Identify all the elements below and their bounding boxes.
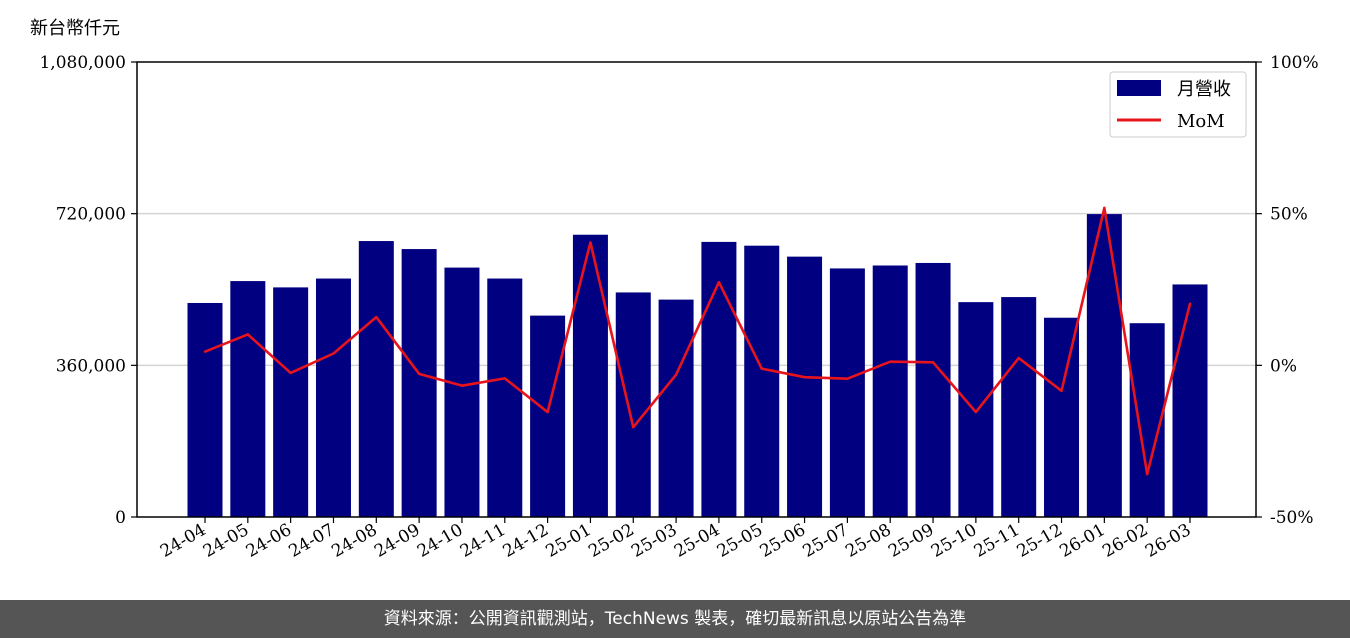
mom-point [460,384,464,387]
mom-point [674,373,678,376]
mom-point [589,241,592,244]
revenue-bar [187,302,223,517]
x-tick-label: 25-07 [799,520,851,562]
mom-point [1145,473,1149,476]
mom-point [931,361,935,364]
revenue-bar [315,278,351,517]
revenue-bars [187,214,1208,518]
x-tick-label: 24-07 [286,520,338,562]
y-left-tick-label: 0 [115,508,126,528]
mom-line [204,206,1192,476]
revenue-chart: 0 360,000 720,000 1,080,000 -50% 0% 50% 100% 24-… [39,53,1319,562]
x-tick-label: 24-08 [328,520,380,562]
x-tick-label: 26-01 [1056,520,1108,562]
x-tick-label: 25-05 [714,520,766,562]
x-tick-label: 25-06 [757,520,809,562]
x-tick-label: 25-04 [671,520,723,562]
x-tick-label: 25-10 [928,520,980,562]
mom-point [246,333,250,336]
revenue-bar [487,278,523,517]
y-right-tick-label: -50% [1270,508,1314,528]
x-tick-label: 24-09 [371,520,423,562]
mom-point [546,410,549,414]
x-tick-label: 24-11 [457,520,509,562]
mom-point [1060,389,1063,393]
x-tick-label: 25-12 [1014,520,1066,562]
revenue-bar [1044,317,1080,517]
revenue-bar [1129,323,1165,517]
revenue-bar [273,287,309,517]
revenue-bar [444,267,480,517]
y-axis-unit-label: 新台幣仟元 [30,18,120,39]
revenue-bar [915,262,951,517]
revenue-bar [787,256,823,517]
revenue-bar [530,315,566,517]
x-tick-label: 25-09 [885,520,937,562]
mom-point [717,281,721,284]
y-left-tick-label: 1,080,000 [39,53,126,73]
revenue-bar [1001,297,1037,517]
mom-point [289,371,292,375]
revenue-bar [829,268,865,517]
revenue-bar [744,245,780,517]
mom-point [760,367,763,370]
x-tick-label: 24-12 [500,520,552,562]
revenue-bar [1086,214,1122,518]
y-left-tick-label: 720,000 [56,205,126,225]
y-right-tick-label: 0% [1270,356,1297,376]
mom-point [332,352,335,355]
x-tick-label: 25-08 [842,520,894,562]
x-tick-label: 25-02 [585,520,637,562]
revenue-bar [358,241,394,518]
mom-point [1103,206,1106,210]
mom-point [632,426,635,429]
x-tick-label: 25-11 [971,520,1023,562]
x-tick-label: 24-06 [243,520,295,562]
x-tick-label: 24-05 [200,520,252,562]
legend-bar-swatch [1117,80,1161,96]
revenue-bar [230,281,266,517]
revenue-bar [572,234,608,517]
x-tick-label: 26-02 [1099,520,1151,562]
revenue-bar [958,302,994,517]
revenue-bar [1172,284,1208,517]
y-right-tick-label: 100% [1270,53,1319,73]
mom-point [846,377,849,380]
x-tick-label: 25-01 [542,520,594,562]
source-footer: 資料來源：公開資訊觀測站，TechNews 製表，確切最新訊息以原站公告為準 [0,600,1350,638]
x-tick-label: 24-10 [414,520,466,562]
mom-point [417,372,421,376]
x-tick-label: 25-03 [628,520,680,562]
mom-point [803,375,806,379]
mom-point [974,410,978,414]
revenue-bar [615,292,651,517]
chart-legend: 月營收 MoM [1109,71,1247,138]
mom-point [889,360,892,363]
mom-point [375,315,378,319]
y-right-tick-label: 50% [1270,205,1308,225]
mom-line-series [203,206,1192,476]
mom-point [503,377,506,380]
x-tick-label: 26-03 [1142,520,1194,562]
y-left-tick-label: 360,000 [56,356,126,376]
revenue-bar [658,299,694,517]
legend-label-mom: MoM [1177,111,1225,132]
plot-frame [136,61,1257,518]
mom-point [1017,356,1020,360]
x-tick-label: 24-04 [157,520,209,562]
revenue-bar [872,265,908,517]
mom-point [203,350,207,353]
mom-point [1188,302,1192,305]
legend-label-revenue: 月營收 [1177,79,1231,100]
revenue-bar [701,241,737,517]
revenue-bar [401,249,437,518]
